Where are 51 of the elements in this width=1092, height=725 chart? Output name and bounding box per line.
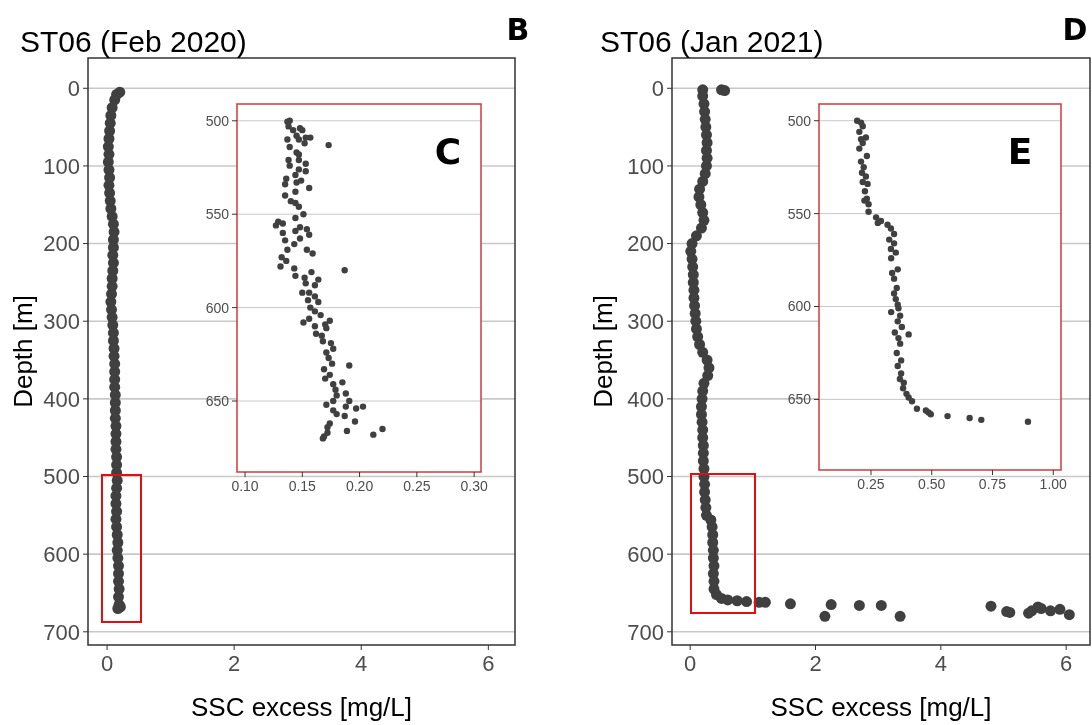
x-tick-label: 0 [684, 650, 697, 676]
y-tick-label: 0 [651, 75, 664, 101]
y-axis-title: Depth [m] [588, 295, 618, 408]
x-axis-title: SSC excess [mg/L] [770, 692, 992, 722]
x-tick-label: 6 [1060, 650, 1073, 676]
x-tick-label: 0 [100, 650, 114, 676]
y-tick-label: 200 [627, 231, 664, 257]
y-tick-label: 550 [205, 206, 230, 223]
y-tick-label: 600 [43, 541, 80, 567]
y-axis-title: Depth [m] [8, 295, 38, 408]
x-tick-label: 6 [482, 650, 495, 676]
y-tick-label: 300 [43, 308, 80, 334]
x-tick-label: 0.15 [288, 478, 317, 495]
y-tick-label: 600 [205, 299, 230, 316]
text: D [1062, 12, 1088, 47]
x-axis-title: SSC excess [mg/L] [190, 692, 413, 722]
y-tick-label: 0 [67, 75, 80, 101]
x-tick-label: 0.20 [345, 478, 374, 495]
x-tick-label: 0.10 [231, 478, 259, 495]
y-tick-label: 600 [787, 298, 812, 315]
y-tick-label: 550 [787, 205, 812, 222]
x-tick-label: 2 [809, 650, 822, 676]
y-tick-label: 100 [43, 153, 80, 179]
y-tick-label: 650 [787, 391, 812, 408]
y-tick-label: 500 [787, 112, 812, 129]
chart-title: ST06 (Feb 2020) [20, 25, 247, 58]
x-tick-label: 0.75 [978, 476, 1007, 493]
y-tick-label: 300 [627, 308, 664, 334]
y-tick-label: 600 [627, 541, 664, 567]
x-tick-label: 1.00 [1039, 476, 1068, 493]
chart-title: ST06 (Jan 2021) [600, 25, 824, 58]
y-tick-label: 700 [627, 619, 664, 645]
x-tick-label: 4 [934, 650, 947, 676]
x-tick-label: 0.25 [857, 476, 885, 493]
y-tick-label: 700 [43, 619, 80, 645]
text: B [506, 12, 530, 47]
annotation: C [434, 131, 462, 172]
x-tick-label: 4 [355, 650, 368, 676]
y-tick-label: 650 [205, 392, 230, 409]
y-tick-label: 400 [43, 386, 80, 412]
y-tick-label: 500 [205, 112, 230, 129]
y-tick-label: 400 [627, 386, 664, 412]
y-tick-label: 500 [627, 464, 664, 490]
x-tick-label: 0.50 [918, 476, 946, 493]
annotation: E [1007, 131, 1033, 172]
y-tick-label: 100 [627, 153, 664, 179]
y-tick-label: 500 [43, 464, 80, 490]
x-tick-label: 0.30 [460, 478, 488, 495]
y-tick-label: 200 [43, 231, 80, 257]
x-tick-label: 2 [228, 650, 241, 676]
x-tick-label: 0.25 [403, 478, 431, 495]
